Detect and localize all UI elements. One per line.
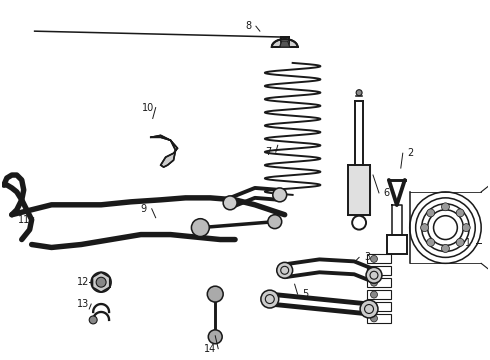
Text: 7: 7 bbox=[265, 147, 271, 157]
Circle shape bbox=[277, 262, 293, 278]
Polygon shape bbox=[272, 39, 297, 47]
Bar bbox=[367, 255, 391, 264]
Circle shape bbox=[268, 215, 282, 229]
Text: 13: 13 bbox=[77, 299, 89, 309]
Circle shape bbox=[370, 267, 377, 274]
Circle shape bbox=[456, 238, 464, 246]
Circle shape bbox=[427, 238, 435, 246]
Circle shape bbox=[462, 224, 470, 231]
Bar bbox=[367, 290, 391, 299]
Text: 11: 11 bbox=[18, 215, 30, 225]
Circle shape bbox=[356, 90, 362, 96]
Polygon shape bbox=[280, 41, 290, 47]
Text: 1: 1 bbox=[465, 238, 471, 248]
Polygon shape bbox=[151, 135, 177, 167]
Circle shape bbox=[207, 286, 223, 302]
Circle shape bbox=[427, 209, 435, 217]
Text: 12: 12 bbox=[77, 277, 90, 287]
Text: 8: 8 bbox=[245, 21, 251, 31]
Circle shape bbox=[91, 272, 111, 292]
Circle shape bbox=[208, 330, 222, 344]
Text: 3: 3 bbox=[364, 252, 370, 262]
Text: 5: 5 bbox=[302, 289, 309, 299]
Circle shape bbox=[420, 224, 429, 231]
Circle shape bbox=[456, 209, 464, 217]
Text: 14: 14 bbox=[204, 344, 217, 354]
Circle shape bbox=[370, 291, 377, 298]
Text: 2: 2 bbox=[408, 148, 414, 158]
Bar bbox=[367, 278, 391, 287]
Text: 6: 6 bbox=[384, 188, 390, 198]
Circle shape bbox=[370, 279, 377, 286]
Circle shape bbox=[441, 203, 449, 211]
Circle shape bbox=[261, 290, 279, 308]
Circle shape bbox=[89, 316, 97, 324]
Circle shape bbox=[370, 315, 377, 322]
Circle shape bbox=[192, 219, 209, 237]
Circle shape bbox=[370, 303, 377, 310]
Bar bbox=[367, 266, 391, 275]
Circle shape bbox=[273, 188, 287, 202]
Polygon shape bbox=[348, 165, 370, 215]
Circle shape bbox=[360, 300, 378, 318]
Circle shape bbox=[370, 255, 377, 262]
Bar bbox=[367, 302, 391, 311]
Circle shape bbox=[96, 277, 106, 287]
Circle shape bbox=[441, 244, 449, 252]
Circle shape bbox=[223, 196, 237, 210]
Circle shape bbox=[366, 267, 382, 283]
Text: 9: 9 bbox=[141, 204, 147, 214]
Bar bbox=[367, 314, 391, 323]
Text: 10: 10 bbox=[142, 103, 154, 113]
